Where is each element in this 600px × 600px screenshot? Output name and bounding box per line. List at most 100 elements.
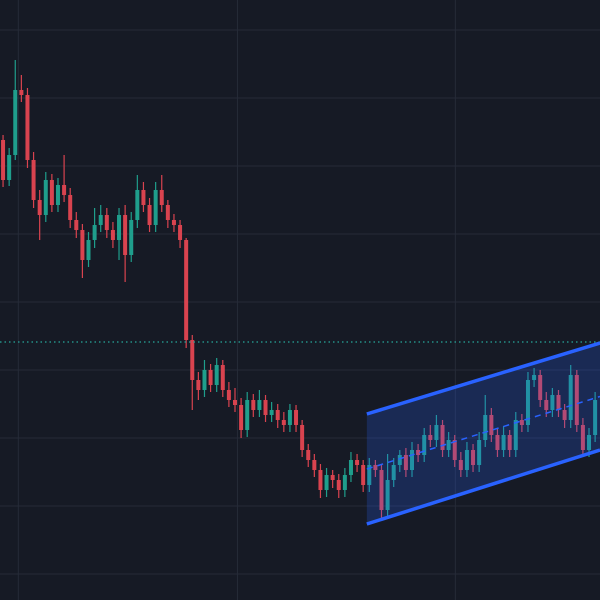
candle-body <box>25 95 30 160</box>
candle-body <box>391 465 396 480</box>
candle-body <box>92 225 97 240</box>
candle-body <box>281 420 286 425</box>
candle-body <box>171 220 176 225</box>
candle-body <box>245 400 250 430</box>
candle-body <box>129 220 134 255</box>
candle-body <box>98 215 103 225</box>
candle-body <box>501 435 506 450</box>
candle-body <box>306 450 311 460</box>
candle-body <box>580 425 585 450</box>
candle-body <box>300 425 305 450</box>
channel-middle <box>366 395 600 470</box>
candle-body <box>135 190 140 220</box>
candle-body <box>202 370 207 390</box>
candle-body <box>324 475 329 490</box>
candle-body <box>428 435 433 440</box>
candle-body <box>489 415 494 435</box>
candle-body <box>165 205 170 220</box>
candle-body <box>55 185 60 205</box>
candle-body <box>123 215 128 255</box>
candle-body <box>446 440 451 450</box>
candle-body <box>471 450 476 465</box>
candle-body <box>403 455 408 470</box>
candle-body <box>330 475 335 480</box>
candle-body <box>507 435 512 450</box>
candle-body <box>159 190 164 205</box>
candle-body <box>80 230 85 260</box>
candle-body <box>532 375 537 380</box>
candle-body <box>269 410 274 415</box>
candle-body <box>49 180 54 205</box>
candle-body <box>373 465 378 470</box>
candle-body <box>7 155 12 180</box>
candle-body <box>226 390 231 400</box>
candle-body <box>452 440 457 460</box>
candle-body <box>397 455 402 465</box>
candle-body <box>556 395 561 410</box>
candle-body <box>342 475 347 490</box>
candle-body <box>513 420 518 450</box>
candle-body <box>220 365 225 390</box>
candle-body <box>190 340 195 380</box>
candle-body <box>68 195 73 220</box>
candle-body <box>562 410 567 420</box>
candle-body <box>458 460 463 470</box>
candle-body <box>37 200 42 215</box>
candle-body <box>86 240 91 260</box>
channel-upper <box>366 341 600 416</box>
candle-body <box>355 460 360 465</box>
candle-body <box>178 225 183 240</box>
candle-body <box>361 465 366 485</box>
candle-body <box>275 410 280 420</box>
candle-body <box>538 375 543 400</box>
candle-body <box>184 240 189 340</box>
candle-body <box>74 220 79 230</box>
candle-body <box>544 400 549 410</box>
candle-body <box>214 365 219 385</box>
candle-body <box>440 425 445 450</box>
candle-body <box>348 460 353 475</box>
candle-body <box>110 230 115 240</box>
candle-body <box>19 90 24 95</box>
candle-body <box>1 140 6 180</box>
candle-body <box>416 450 421 455</box>
candle-body <box>141 190 146 205</box>
candle-body <box>31 160 36 200</box>
candle-body <box>483 415 488 440</box>
candle-body <box>574 375 579 425</box>
candle-body <box>434 425 439 440</box>
candle-body <box>379 470 384 510</box>
candle-body <box>239 405 244 430</box>
candle-body <box>336 480 341 490</box>
candle-body <box>287 410 292 425</box>
candle-body <box>263 400 268 415</box>
candle-body <box>477 440 482 465</box>
candle-body <box>196 380 201 390</box>
candle-body <box>104 215 109 230</box>
candle-body <box>367 465 372 485</box>
candle-body <box>294 410 299 425</box>
candle-body <box>232 400 237 405</box>
candle-body <box>525 380 530 425</box>
candle-body <box>62 185 67 195</box>
candle-body <box>13 90 18 155</box>
candle-body <box>385 480 390 510</box>
candle-body <box>318 470 323 490</box>
candle-body <box>43 180 48 215</box>
candle-body <box>568 375 573 420</box>
candle-body <box>208 370 213 385</box>
candle-body <box>422 435 427 455</box>
candle-body <box>464 450 469 470</box>
channel-lower <box>366 448 600 526</box>
candle-body <box>587 435 592 450</box>
candle-body <box>550 395 555 410</box>
candle-body <box>153 190 158 225</box>
candle-body <box>257 400 262 410</box>
candle-body <box>410 450 415 470</box>
candle-body <box>593 400 598 435</box>
candle-body <box>519 420 524 425</box>
candle-body <box>495 435 500 450</box>
candle-body <box>117 215 122 240</box>
candle-body <box>312 460 317 470</box>
